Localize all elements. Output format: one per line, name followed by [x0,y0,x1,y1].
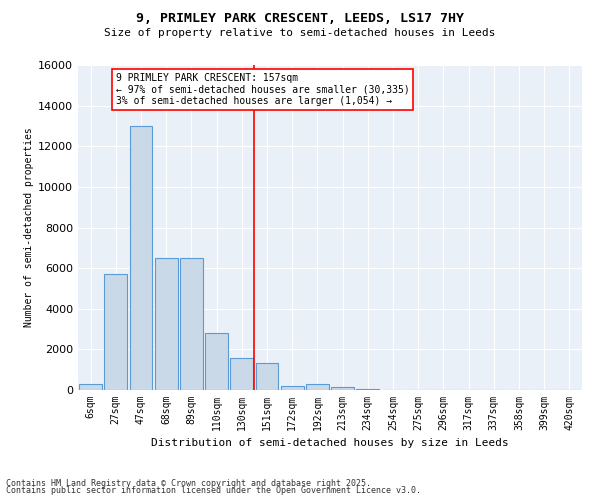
Text: 9 PRIMLEY PARK CRESCENT: 157sqm
← 97% of semi-detached houses are smaller (30,33: 9 PRIMLEY PARK CRESCENT: 157sqm ← 97% of… [116,73,410,106]
Bar [130,126,152,390]
Bar [230,358,253,390]
Bar [104,274,127,390]
Bar [256,362,278,390]
Bar [281,386,304,390]
Bar [306,384,329,390]
Bar [180,258,203,390]
Text: Size of property relative to semi-detached houses in Leeds: Size of property relative to semi-detach… [104,28,496,38]
Y-axis label: Number of semi-detached properties: Number of semi-detached properties [24,128,34,328]
Bar [356,389,379,390]
Text: Contains public sector information licensed under the Open Government Licence v3: Contains public sector information licen… [6,486,421,495]
Bar [331,387,354,390]
Text: 9, PRIMLEY PARK CRESCENT, LEEDS, LS17 7HY: 9, PRIMLEY PARK CRESCENT, LEEDS, LS17 7H… [136,12,464,26]
Bar [79,384,102,390]
X-axis label: Distribution of semi-detached houses by size in Leeds: Distribution of semi-detached houses by … [151,438,509,448]
Text: Contains HM Land Registry data © Crown copyright and database right 2025.: Contains HM Land Registry data © Crown c… [6,478,371,488]
Bar [155,258,178,390]
Bar [205,333,228,390]
